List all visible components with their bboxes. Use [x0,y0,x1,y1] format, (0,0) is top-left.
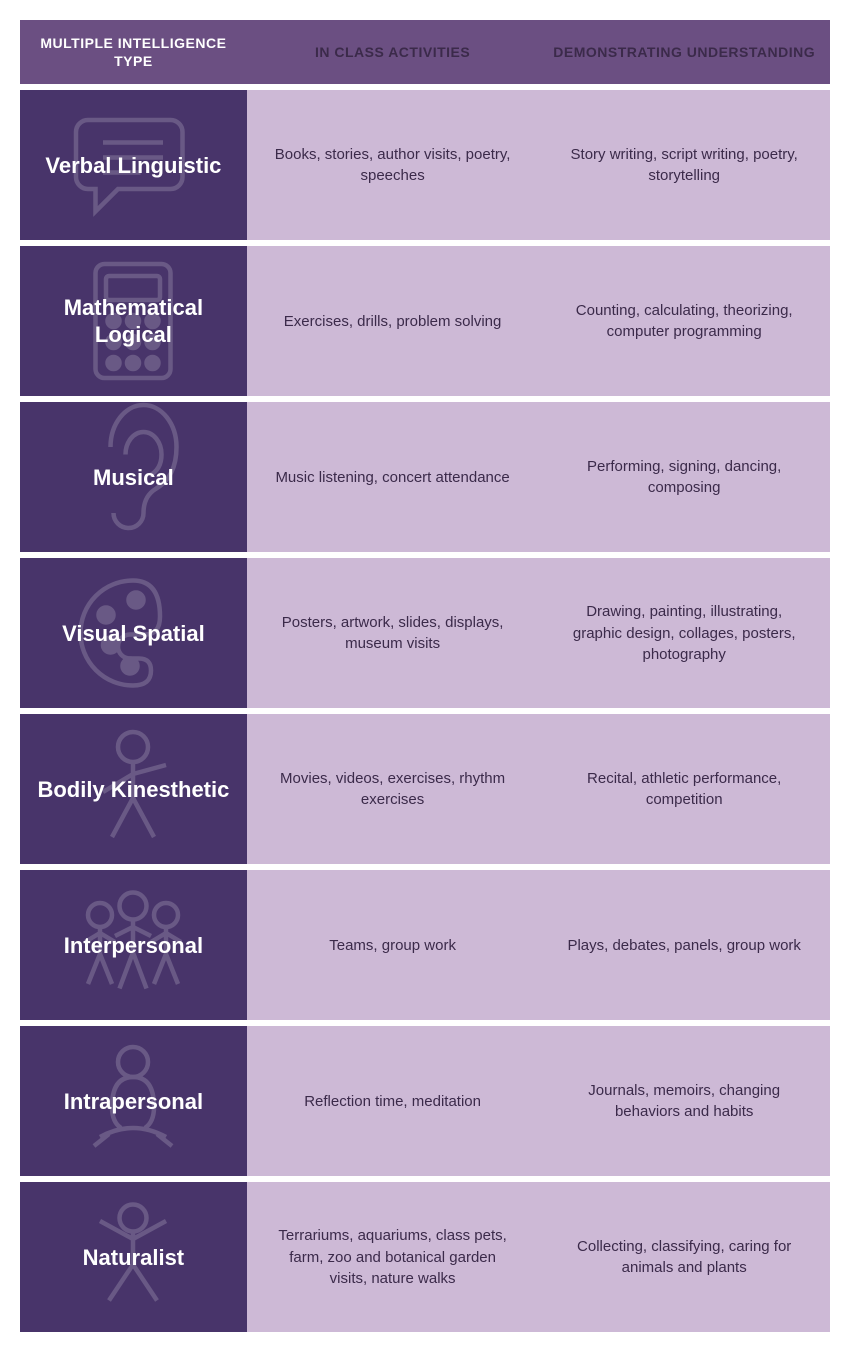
demonstrating-cell: Recital, athletic performance, competiti… [538,714,830,864]
type-label: Verbal Linguistic [45,152,221,180]
demonstrating-cell: Collecting, classifying, caring for anim… [538,1182,830,1332]
table-row: Verbal Linguistic Books, stories, author… [20,90,830,240]
table-row: Mathematical Logical Exercises, drills, … [20,246,830,396]
type-cell-visual-spatial: Visual Spatial [20,558,247,708]
activities-cell: Terrariums, aquariums, class pets, farm,… [247,1182,539,1332]
demonstrating-cell: Performing, signing, dancing, composing [538,402,830,552]
type-cell-bodily-kinesthetic: Bodily Kinesthetic [20,714,247,864]
header-cell-activities: IN CLASS ACTIVITIES [247,20,539,84]
type-cell-musical: Musical [20,402,247,552]
type-label: Mathematical Logical [30,294,237,349]
type-cell-naturalist: Naturalist [20,1182,247,1332]
demonstrating-cell: Counting, calculating, theorizing, compu… [538,246,830,396]
table-header-row: MULTIPLE INTELLIGENCE TYPE IN CLASS ACTI… [20,20,830,84]
demonstrating-cell: Journals, memoirs, changing behaviors an… [538,1026,830,1176]
type-cell-mathematical-logical: Mathematical Logical [20,246,247,396]
type-cell-intrapersonal: Intrapersonal [20,1026,247,1176]
demonstrating-cell: Plays, debates, panels, group work [538,870,830,1020]
type-label: Bodily Kinesthetic [37,776,229,804]
header-cell-type: MULTIPLE INTELLIGENCE TYPE [20,20,247,84]
demonstrating-cell: Story writing, script writing, poetry, s… [538,90,830,240]
activities-cell: Posters, artwork, slides, displays, muse… [247,558,539,708]
table-row: Intrapersonal Reflection time, meditatio… [20,1026,830,1176]
intelligences-table: MULTIPLE INTELLIGENCE TYPE IN CLASS ACTI… [20,20,830,1332]
type-label: Musical [93,464,174,492]
activities-cell: Music listening, concert attendance [247,402,539,552]
activities-cell: Movies, videos, exercises, rhythm exerci… [247,714,539,864]
activities-cell: Teams, group work [247,870,539,1020]
activities-cell: Books, stories, author visits, poetry, s… [247,90,539,240]
activities-cell: Exercises, drills, problem solving [247,246,539,396]
table-row: Visual Spatial Posters, artwork, slides,… [20,558,830,708]
type-label: Interpersonal [64,932,203,960]
type-cell-interpersonal: Interpersonal [20,870,247,1020]
activities-cell: Reflection time, meditation [247,1026,539,1176]
header-cell-demonstrating: DEMONSTRATING UNDERSTANDING [538,20,830,84]
table-row: Naturalist Terrariums, aquariums, class … [20,1182,830,1332]
type-label: Visual Spatial [62,620,205,648]
table-row: Interpersonal Teams, group work Plays, d… [20,870,830,1020]
demonstrating-cell: Drawing, painting, illustrating, graphic… [538,558,830,708]
type-cell-verbal-linguistic: Verbal Linguistic [20,90,247,240]
type-label: Intrapersonal [64,1088,203,1116]
table-row: Musical Music listening, concert attenda… [20,402,830,552]
table-row: Bodily Kinesthetic Movies, videos, exerc… [20,714,830,864]
type-label: Naturalist [83,1244,184,1272]
